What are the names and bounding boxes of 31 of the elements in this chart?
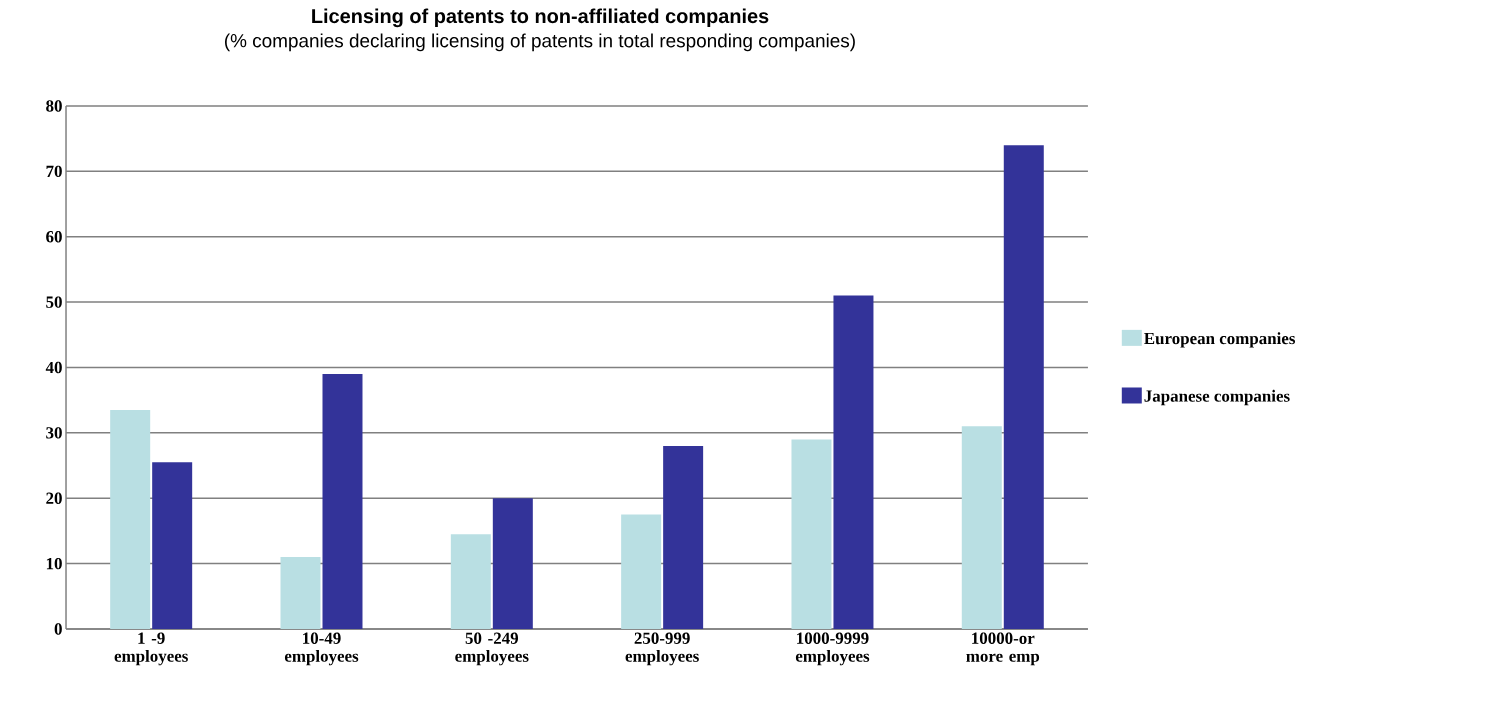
x-tick-label: 1 -9 employees <box>114 632 188 666</box>
bar <box>1003 145 1044 629</box>
chart-subtitle: (% companies declaring licensing of patents in total responding companies) <box>225 33 855 52</box>
bar <box>621 514 662 629</box>
y-tick-label: 0 <box>54 623 62 635</box>
bar <box>791 439 832 629</box>
bar <box>492 498 533 629</box>
x-tick-label: 50 -249 employees <box>455 632 529 666</box>
y-tick-label: 80 <box>46 100 62 112</box>
bar <box>280 557 321 629</box>
y-tick-label: 30 <box>46 427 62 439</box>
legend-label: European companies <box>1144 332 1296 348</box>
bar <box>152 462 193 629</box>
bar <box>961 426 1002 629</box>
x-tick-label: 10000-or more emp <box>966 632 1040 666</box>
x-tick-label: 10-49 employees <box>284 632 359 666</box>
chart-title: Licensing of patents to non-affiliated companies <box>312 8 769 28</box>
bar <box>663 445 704 629</box>
y-tick-label: 10 <box>46 557 62 570</box>
y-tick-label: 60 <box>46 231 62 243</box>
bar <box>450 534 491 629</box>
y-tick-label: 70 <box>46 165 62 178</box>
y-tick-label: 20 <box>46 492 62 504</box>
legend-label: Japanese companies <box>1144 389 1290 406</box>
x-tick-label: 250-999 employees <box>625 632 699 666</box>
y-tick-label: 40 <box>45 361 62 374</box>
x-tick-label: 1000-9999 employees <box>795 632 870 666</box>
bar <box>833 295 874 629</box>
bar <box>322 374 363 629</box>
bar <box>110 409 151 629</box>
y-tick-label: 50 <box>46 296 62 308</box>
